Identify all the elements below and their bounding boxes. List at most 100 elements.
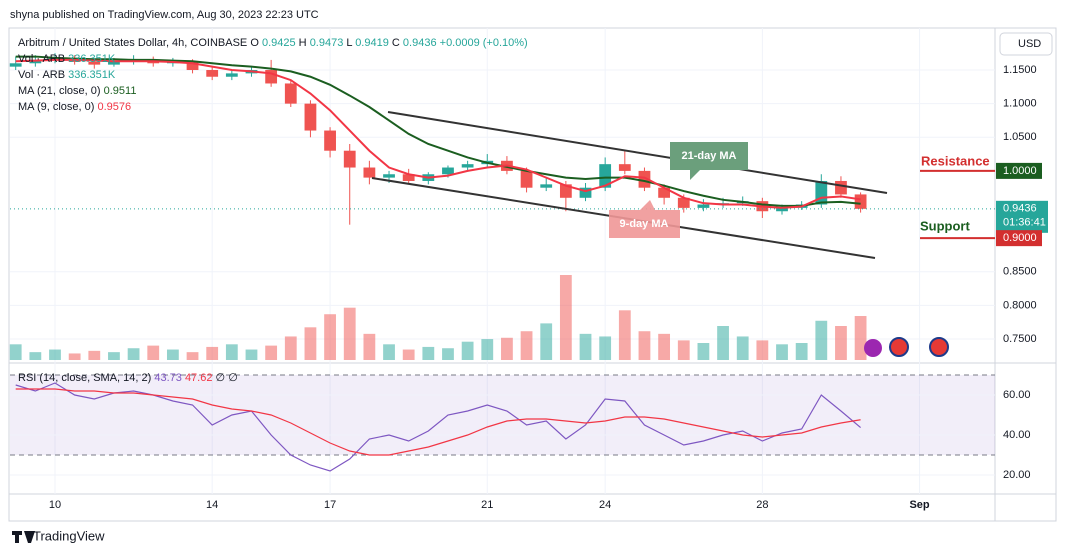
candle-body — [49, 57, 61, 60]
volume-bar — [835, 326, 847, 360]
candle-body — [402, 174, 415, 181]
candle-body — [29, 59, 42, 64]
flag-icon[interactable] — [929, 337, 949, 357]
y-tick-label: 0.7500 — [1003, 333, 1037, 345]
y-tick-label: 1.1000 — [1003, 98, 1037, 110]
legend-part: MA (21, close, 0) — [18, 85, 101, 97]
legend-part: ∅ — [216, 372, 226, 384]
legend-part: 336.351K — [68, 69, 116, 81]
x-tick-label: 10 — [49, 499, 61, 511]
volume-bar — [638, 331, 651, 360]
candle-body — [206, 70, 219, 77]
candle-body — [540, 184, 553, 188]
candle-body — [776, 207, 788, 212]
rsi-band — [10, 375, 995, 455]
legend-part: 47.62 — [185, 372, 213, 384]
level-badge — [996, 162, 1042, 179]
x-tick-label: 24 — [599, 499, 611, 511]
volume-bar — [776, 344, 788, 360]
candle-body — [265, 70, 278, 84]
volume-bar — [658, 333, 671, 360]
x-tick-label: 17 — [324, 499, 336, 511]
volume-bar — [540, 323, 553, 360]
volume-bar — [265, 345, 278, 360]
ma9-callout — [609, 200, 680, 238]
volume-bar — [304, 327, 317, 360]
y-tick-label: 1.0500 — [1003, 131, 1037, 143]
legend-part: C — [392, 37, 400, 49]
ma21-label: 21-day MA — [681, 150, 736, 162]
ma21-callout — [670, 142, 748, 180]
legend-symbol: Arbitrum / United States Dollar, 4h, COI… — [18, 37, 528, 49]
legend-ma: MA (21, close, 0) 0.9511 — [18, 85, 136, 97]
flag-icon[interactable] — [889, 337, 909, 357]
candle-body — [304, 103, 317, 131]
legend-part: 0.9436 — [403, 37, 437, 49]
candle-body — [835, 180, 847, 195]
volume-bar — [461, 341, 474, 360]
legend-part: 0.9576 — [97, 101, 131, 113]
ma9-label: 9-day MA — [620, 218, 669, 230]
x-tick-label: 28 — [756, 499, 768, 511]
candle-body — [520, 170, 533, 188]
footer: TradingView — [33, 528, 105, 543]
y-tick-label: 60.00 — [1003, 389, 1031, 401]
candle-body — [442, 167, 454, 175]
candle-body — [854, 194, 867, 209]
legend-part: 0.9511 — [104, 85, 137, 97]
volume-bar — [166, 349, 179, 360]
last-price-badge — [996, 200, 1048, 233]
candle-body — [599, 164, 612, 188]
frame — [8, 27, 1057, 522]
legend-part: 336.351K — [68, 53, 116, 65]
legend-part: 0.9425 — [262, 37, 296, 49]
volume-bar — [618, 310, 631, 360]
line-series — [15, 388, 861, 456]
currency-button[interactable] — [999, 32, 1053, 56]
legend-part: MA (9, close, 0) — [18, 101, 94, 113]
x-tick-label: Sep — [909, 499, 929, 511]
volume-bar — [697, 343, 710, 360]
candle-body — [324, 130, 336, 151]
volume-bar — [579, 333, 592, 360]
volume-bar — [9, 344, 22, 360]
volume-bar — [29, 352, 42, 360]
volume-bar — [559, 275, 572, 360]
candle-body — [383, 174, 395, 178]
x-tick-label: 21 — [481, 499, 493, 511]
volume-bar — [147, 345, 160, 360]
volume-bar — [481, 339, 494, 360]
candle-body — [108, 61, 120, 65]
legend-part: RSI (14, close, SMA, 14, 2) — [18, 372, 151, 384]
event-icon[interactable] — [864, 339, 882, 357]
volume-bar — [49, 349, 61, 360]
volume-bar — [501, 337, 513, 360]
volume-bar — [854, 316, 867, 360]
y-tick-label: 0.8500 — [1003, 266, 1037, 278]
volume-bar — [717, 326, 729, 360]
volume-bar — [324, 314, 336, 360]
candle-body — [815, 180, 828, 205]
candle-body — [461, 164, 474, 168]
resistance-label: Resistance — [921, 153, 990, 168]
candle-body — [579, 187, 592, 198]
x-tick-label: 14 — [206, 499, 218, 511]
legend-volume: Vol · ARB 336.351K — [18, 69, 116, 81]
volume-bar — [402, 349, 415, 360]
line-series — [15, 58, 861, 209]
legend-part: Vol · ARB — [18, 69, 65, 81]
y-tick-label: 0.8000 — [1003, 299, 1037, 311]
volume-bar — [88, 350, 101, 360]
last-price-label: 0.9436 — [1003, 203, 1037, 215]
legend-part: 0.9419 — [355, 37, 389, 49]
level-label: 1.0000 — [1003, 165, 1037, 177]
volume-bar — [245, 349, 258, 360]
candle-body — [697, 204, 710, 208]
volume-bar — [363, 333, 376, 360]
volume-bar — [127, 348, 140, 360]
volume-bar — [599, 336, 612, 360]
line-series — [15, 382, 861, 472]
candle-body — [658, 187, 671, 198]
